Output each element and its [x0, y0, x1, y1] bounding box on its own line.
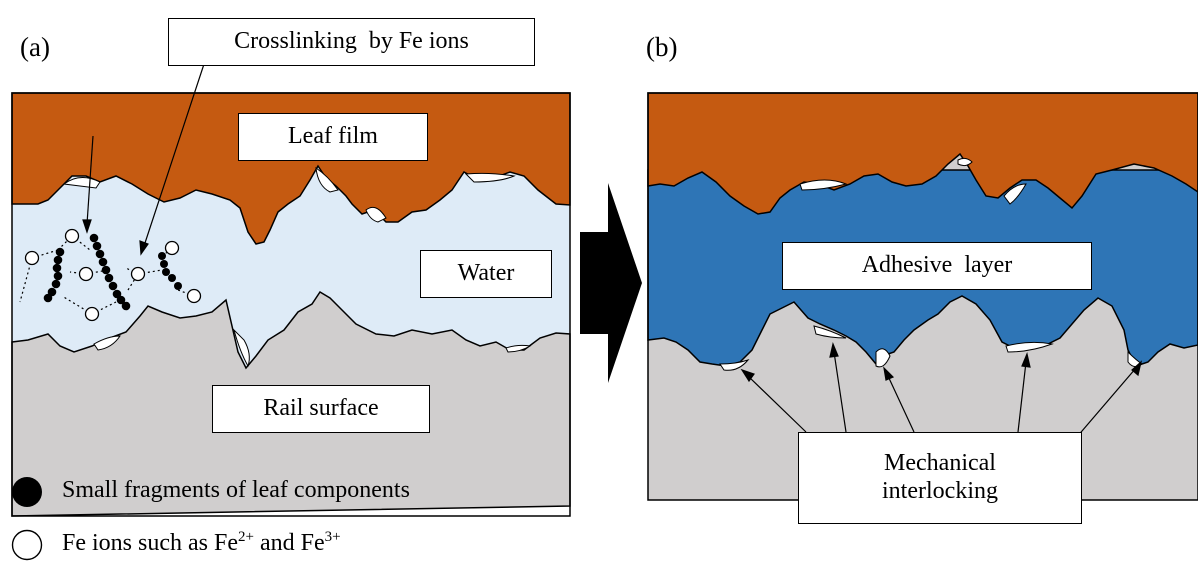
gap: [799, 179, 848, 191]
legend-filled-label: Small fragments of leaf components: [62, 477, 410, 503]
gap: [1127, 350, 1143, 368]
gap: [875, 348, 891, 368]
panel-a-label: (a): [20, 32, 50, 62]
gap: [1005, 341, 1054, 353]
gap: [505, 344, 532, 353]
rail-surface-box: Rail surface: [212, 385, 430, 433]
water-box: Water: [420, 250, 552, 298]
gap: [62, 177, 101, 189]
panel-b-label: (b): [646, 32, 678, 62]
gap: [93, 335, 121, 351]
gap: [813, 325, 847, 339]
adhesive-layer-box: Adhesive layer: [782, 242, 1092, 290]
legend-open-prefix: Fe ions such as Fe: [62, 530, 238, 556]
legend-open-sup2: 3+: [324, 529, 341, 545]
gap: [464, 172, 516, 183]
gap: [719, 358, 750, 371]
fe-ion-circles: [24, 228, 202, 322]
leaf-film-region-b: [647, 92, 1198, 215]
gap: [957, 157, 973, 167]
callout-arrows: [82, 57, 207, 256]
legend-open-label: Fe ions such as Fe2+ and Fe3+: [62, 530, 341, 557]
panel-a-frame: [11, 92, 571, 517]
legend-filled-circle-icon: [12, 477, 42, 507]
mechanical-interlocking-box: Mechanical interlocking: [798, 432, 1082, 524]
interlocking-line-1: Mechanical: [884, 450, 996, 477]
interlocking-line-2: interlocking: [882, 478, 998, 504]
leaf-film-box: Leaf film: [238, 113, 428, 161]
crosslinking-callout-box: Crosslinking by Fe ions: [168, 18, 535, 66]
gap: [1003, 183, 1027, 205]
transition-arrow: [580, 183, 642, 383]
gap: [365, 206, 387, 223]
leaf-fragment-chains: [43, 233, 182, 311]
legend-open-circle-icon: [11, 529, 43, 561]
legend-open-mid: and Fe: [253, 530, 325, 556]
gap: [315, 166, 339, 193]
gap: [233, 328, 250, 368]
legend-open-sup1: 2+: [238, 529, 254, 545]
